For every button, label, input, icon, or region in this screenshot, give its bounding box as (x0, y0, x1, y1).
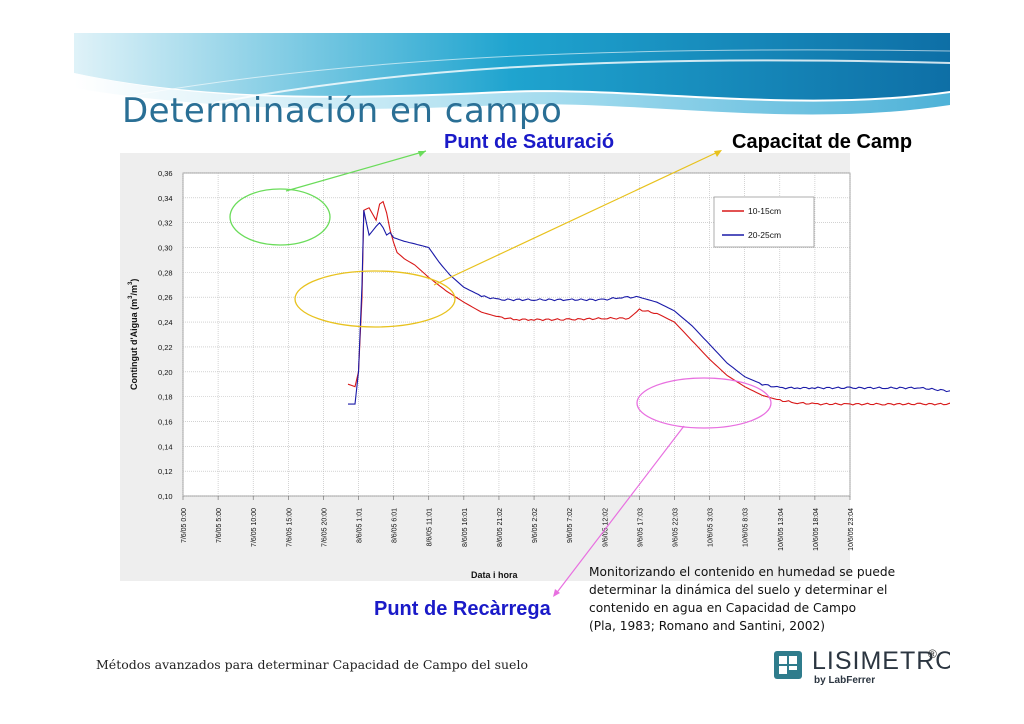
y-tick-labels: 0,10 0,12 0,14 0,16 0,18 0,20 0,22 0,24 0,26 0,28… (158, 169, 173, 501)
y-tick-label: 0,18 (158, 393, 173, 402)
x-tick-label: 7/6/05 15:00 (286, 508, 293, 547)
x-tick-label: 8/6/05 6:01 (392, 508, 399, 543)
saturation-callout: Punt de Saturació (444, 131, 615, 153)
y-tick-label: 0,10 (158, 492, 173, 501)
x-tick-label: 7/6/05 5:00 (216, 508, 223, 543)
note-line: (Pla, 1983; Romano and Santini, 2002) (589, 619, 826, 633)
x-axis-label: Data i hora (471, 570, 519, 580)
recharge-ellipse (636, 377, 772, 429)
slide: Determinación en campo 0,10 0,12 0,14 0,16 0… (74, 33, 950, 693)
y-tick-label: 0,32 (158, 219, 173, 228)
x-tick-label: 7/6/05 0:00 (181, 508, 188, 543)
series-lines (347, 200, 950, 406)
y-tick-label: 0,20 (158, 368, 173, 377)
note-line: Monitorizando el contenido en humedad se… (589, 565, 896, 579)
capacity-arrowhead (714, 150, 722, 157)
logo-registered: ® (928, 647, 937, 661)
gridlines (182, 172, 851, 500)
y-tick-label: 0,26 (158, 293, 173, 302)
x-tick-label: 10/6/05 23:04 (848, 508, 855, 551)
x-tick-label: 10/6/05 18:04 (813, 508, 820, 551)
footer-text: Métodos avanzados para determinar Capaci… (96, 657, 528, 672)
note-line: contenido en agua en Capacidad de Campo (589, 601, 857, 615)
y-tick-label: 0,24 (158, 318, 173, 327)
y-tick-label: 0,28 (158, 268, 173, 277)
x-tick-label: 8/6/05 16:01 (462, 508, 469, 547)
recharge-arrowhead (553, 589, 560, 597)
x-tick-label: 9/6/05 12:02 (602, 508, 609, 547)
y-tick-label: 0,14 (158, 442, 173, 451)
note-text: Monitorizando el contenido en humedad se… (589, 563, 896, 635)
saturation-arrow (285, 150, 427, 192)
capacity-ellipse (294, 270, 456, 328)
x-tick-label: 8/6/05 11:01 (427, 508, 434, 547)
x-tick-label: 9/6/05 22:03 (672, 508, 679, 547)
header-swoosh (74, 33, 950, 115)
logo-mark-icon (774, 651, 802, 679)
capacity-callout: Capacitat de Camp (732, 131, 913, 153)
y-tick-label: 0,16 (158, 417, 173, 426)
x-tick-label: 9/6/05 2:02 (532, 508, 539, 543)
svg-text:Contingut d'Aigua (m3/m3): Contingut d'Aigua (m3/m3) (128, 279, 139, 390)
slide-title: Determinación en campo (122, 91, 563, 131)
legend: 10-15cm 20-25cm (713, 196, 815, 248)
y-tick-label: 0,34 (158, 194, 173, 203)
series-line-10-15cm (347, 200, 950, 406)
series-line-20-25cm (348, 210, 950, 405)
x-tick-label: 8/6/05 1:01 (357, 508, 364, 543)
x-tick-label: 9/6/05 17:03 (637, 508, 644, 547)
y-tick-label: 0,22 (158, 343, 173, 352)
x-tick-label: 8/6/05 21:02 (497, 508, 504, 547)
saturation-ellipse (229, 188, 331, 246)
lisimetro-logo: LISIMETRO ® by LabFerrer (772, 643, 950, 689)
y-tick-label: 0,36 (158, 169, 173, 178)
capacity-arrow (433, 150, 721, 286)
recharge-arrow (554, 425, 685, 596)
chart: 0,10 0,12 0,14 0,16 0,18 0,20 0,22 0,24 0,26 0,28… (120, 150, 950, 597)
legend-label-10-15cm: 10-15cm (748, 206, 781, 216)
x-tick-labels: 7/6/05 0:00 7/6/05 5:00 7/6/05 10:00 7/6/05… (181, 508, 855, 551)
y-axis-label: Contingut d'Aigua (m3/m3) (128, 279, 139, 390)
x-tick-label: 10/6/05 3:03 (708, 508, 715, 547)
legend-label-20-25cm: 20-25cm (748, 230, 781, 240)
x-tick-label: 9/6/05 7:02 (567, 508, 574, 543)
saturation-arrowhead (418, 151, 426, 157)
note-line: determinar la dinámica del suelo y deter… (589, 583, 888, 597)
x-tick-label: 10/6/05 13:04 (778, 508, 785, 551)
x-tick-label: 7/6/05 10:00 (251, 508, 258, 547)
y-tick-label: 0,12 (158, 467, 173, 476)
logo-word: LISIMETRO (812, 647, 950, 675)
logo-byline: by LabFerrer (814, 675, 876, 686)
recharge-callout: Punt de Recàrrega (374, 598, 551, 620)
y-tick-label: 0,30 (158, 244, 173, 253)
x-tick-label: 10/6/05 8:03 (743, 508, 750, 547)
x-tick-label: 7/6/05 20:00 (321, 508, 328, 547)
